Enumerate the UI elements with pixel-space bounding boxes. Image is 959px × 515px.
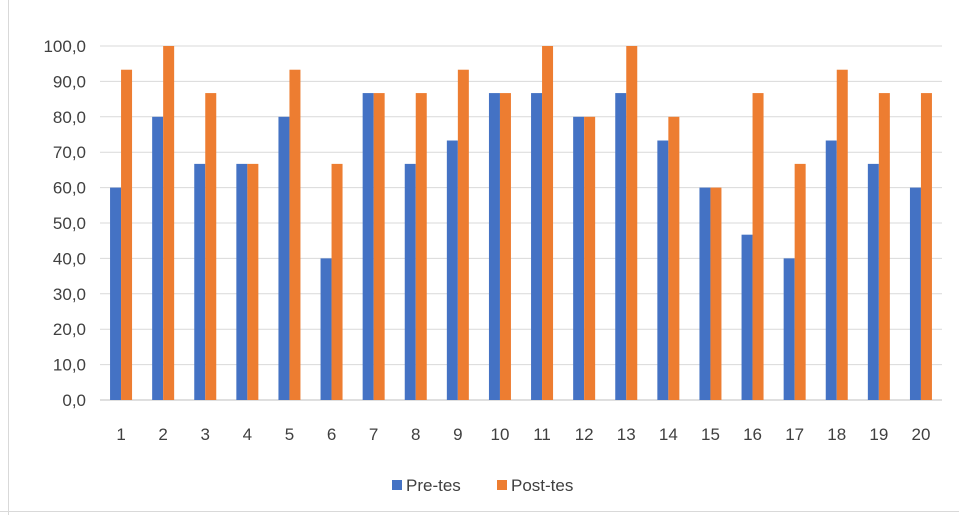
bar-pre-tes-14 — [657, 140, 669, 400]
bar-post-tes-12 — [584, 116, 596, 401]
y-tick-label: 70,0 — [53, 143, 86, 162]
x-tick-label: 11 — [533, 425, 551, 444]
x-tick-label: 10 — [490, 425, 509, 444]
x-tick-label: 3 — [201, 425, 210, 444]
x-tick-label: 18 — [827, 425, 846, 444]
x-tick-label: 5 — [285, 425, 294, 444]
x-tick-label: 1 — [116, 425, 125, 444]
bar-post-tes-9 — [457, 69, 469, 400]
y-tick-label: 30,0 — [53, 285, 86, 304]
bar-post-tes-3 — [205, 93, 217, 400]
bar-pre-tes-18 — [825, 140, 837, 400]
x-tick-label: 4 — [243, 425, 252, 444]
bar-post-tes-4 — [247, 163, 259, 400]
bar-post-tes-15 — [710, 187, 722, 400]
x-tick-label: 13 — [617, 425, 636, 444]
x-tick-label: 12 — [575, 425, 594, 444]
x-tick-label: 20 — [911, 425, 930, 444]
bar-pre-tes-1 — [110, 187, 122, 400]
bar-post-tes-8 — [415, 93, 427, 400]
bar-post-tes-5 — [289, 69, 301, 400]
bar-pre-tes-16 — [741, 234, 753, 400]
legend-swatch-pre-tes — [392, 480, 402, 490]
bar-post-tes-2 — [163, 46, 175, 400]
y-tick-label: 90,0 — [53, 72, 86, 91]
legend-swatch-post-tes — [497, 480, 507, 490]
bar-post-tes-19 — [878, 93, 890, 400]
bar-pre-tes-3 — [194, 163, 206, 400]
bar-pre-tes-5 — [278, 116, 290, 401]
frame-left-border — [8, 0, 9, 515]
x-tick-label: 8 — [411, 425, 420, 444]
bar-pre-tes-4 — [236, 163, 248, 400]
bar-pre-tes-12 — [573, 116, 585, 401]
bar-pre-tes-20 — [909, 187, 921, 400]
bar-post-tes-11 — [542, 46, 554, 400]
bars — [110, 46, 932, 401]
y-tick-label: 10,0 — [53, 356, 86, 375]
y-axis-ticks: 0,0 10,0 20,0 30,0 40,0 50,0 60,0 70,0 80,0 90,0 1… — [43, 37, 86, 410]
y-tick-label: 20,0 — [53, 320, 86, 339]
frame-bottom-border — [0, 511, 959, 512]
bar-pre-tes-6 — [320, 258, 332, 400]
y-tick-label: 50,0 — [53, 214, 86, 233]
bar-pre-tes-11 — [531, 93, 543, 400]
bar-post-tes-17 — [794, 163, 806, 400]
bar-post-tes-13 — [626, 46, 638, 400]
y-tick-label: 40,0 — [53, 249, 86, 268]
x-tick-label: 15 — [701, 425, 720, 444]
y-tick-label: 0,0 — [62, 391, 86, 410]
x-tick-label: 2 — [158, 425, 167, 444]
bar-pre-tes-10 — [488, 93, 500, 400]
legend: Pre-tes Post-tes — [392, 476, 573, 495]
x-tick-label: 16 — [743, 425, 762, 444]
bar-post-tes-14 — [668, 116, 680, 401]
bar-post-tes-20 — [920, 93, 932, 400]
bar-post-tes-1 — [121, 69, 133, 400]
bar-post-tes-16 — [752, 93, 764, 400]
x-tick-label: 6 — [327, 425, 336, 444]
bar-pre-tes-2 — [152, 116, 164, 401]
bar-post-tes-6 — [331, 163, 343, 400]
gridlines — [100, 45, 942, 401]
y-tick-label: 60,0 — [53, 179, 86, 198]
x-tick-label: 19 — [869, 425, 888, 444]
bar-post-tes-10 — [499, 93, 511, 400]
x-tick-label: 9 — [453, 425, 462, 444]
x-axis-ticks: 1 2 3 4 5 6 7 8 9 10 11 12 13 14 15 16 17 18 19 20 — [116, 425, 930, 444]
legend-label-post-tes: Post-tes — [511, 476, 573, 495]
bar-pre-tes-15 — [699, 187, 711, 400]
y-tick-label: 100,0 — [43, 37, 86, 56]
bar-pre-tes-7 — [362, 93, 374, 400]
bar-pre-tes-8 — [404, 163, 416, 400]
bar-pre-tes-9 — [446, 140, 458, 400]
x-tick-label: 17 — [785, 425, 804, 444]
x-tick-label: 14 — [659, 425, 678, 444]
bar-pre-tes-17 — [783, 258, 795, 400]
legend-label-pre-tes: Pre-tes — [406, 476, 461, 495]
bar-pre-tes-19 — [867, 163, 879, 400]
bar-post-tes-18 — [836, 69, 848, 400]
bar-post-tes-7 — [373, 93, 385, 400]
bar-pre-tes-13 — [615, 93, 627, 400]
y-tick-label: 80,0 — [53, 108, 86, 127]
x-tick-label: 7 — [369, 425, 378, 444]
